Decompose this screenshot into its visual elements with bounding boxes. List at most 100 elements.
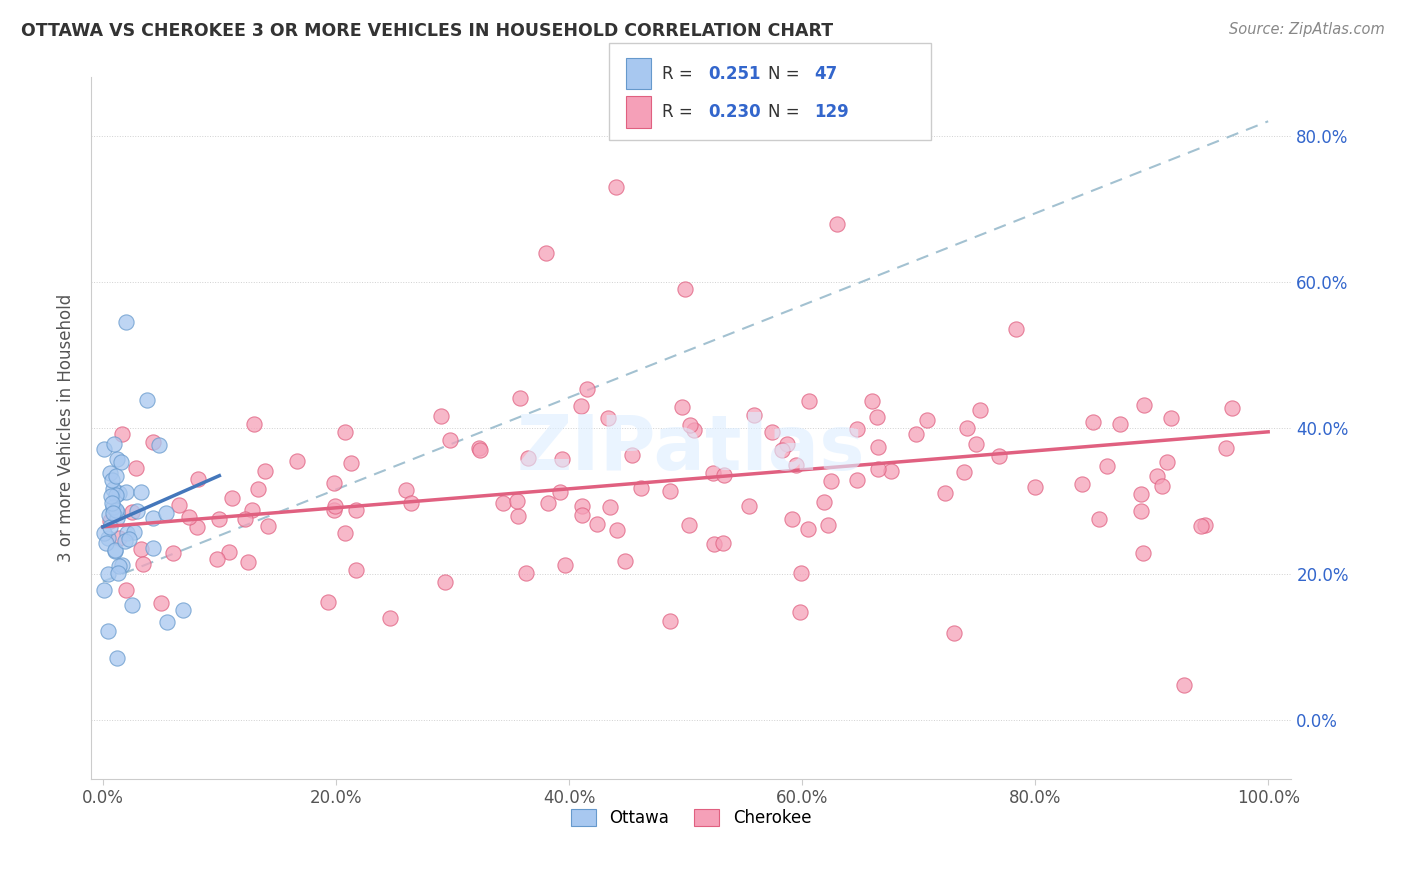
Point xyxy=(585,516,607,531)
Point xyxy=(323,475,346,490)
Point xyxy=(100,514,122,528)
Point xyxy=(820,474,842,488)
Point xyxy=(846,422,869,436)
Point xyxy=(825,217,848,231)
Point xyxy=(860,393,883,408)
Point xyxy=(172,603,194,617)
Point xyxy=(101,482,124,496)
Point xyxy=(630,481,652,495)
Point xyxy=(596,411,619,425)
Point xyxy=(1173,678,1195,692)
Point xyxy=(551,452,574,467)
Point xyxy=(101,500,124,515)
Point xyxy=(108,485,131,500)
Point xyxy=(111,558,134,572)
Point xyxy=(508,508,530,523)
Point xyxy=(236,555,259,569)
Point xyxy=(98,519,121,533)
Point xyxy=(97,624,120,638)
Point xyxy=(516,450,538,465)
Point xyxy=(243,417,266,431)
Point xyxy=(399,496,422,510)
Point xyxy=(107,531,129,545)
Point xyxy=(125,504,148,518)
Point xyxy=(142,541,165,556)
Point xyxy=(115,484,138,499)
Point xyxy=(548,484,571,499)
Point xyxy=(323,499,346,513)
Point xyxy=(335,526,357,541)
Point xyxy=(132,557,155,571)
Point xyxy=(534,245,557,260)
Point xyxy=(868,462,890,476)
Point xyxy=(605,180,627,194)
Point xyxy=(167,498,190,512)
Point xyxy=(142,510,165,524)
Point xyxy=(789,566,811,580)
Point xyxy=(129,484,152,499)
Point xyxy=(1150,479,1173,493)
Point xyxy=(785,458,807,473)
Point xyxy=(468,441,491,455)
Point xyxy=(433,574,456,589)
Point xyxy=(770,443,793,458)
Point xyxy=(658,484,681,499)
Point xyxy=(1194,518,1216,533)
Point xyxy=(333,425,356,440)
Text: N =: N = xyxy=(768,103,804,121)
Point xyxy=(322,503,344,517)
Point xyxy=(346,503,368,517)
Point xyxy=(103,437,125,451)
Point xyxy=(105,488,128,502)
Point xyxy=(789,605,811,619)
Point xyxy=(101,473,124,487)
Point xyxy=(156,615,179,629)
Point xyxy=(340,457,363,471)
Point xyxy=(240,503,263,517)
Point xyxy=(776,437,799,451)
Point xyxy=(110,455,132,469)
Point xyxy=(108,559,131,574)
Point xyxy=(799,394,821,409)
Point xyxy=(606,524,628,538)
Point xyxy=(571,500,593,514)
Point xyxy=(678,517,700,532)
Point xyxy=(515,566,537,580)
Point xyxy=(1220,401,1243,416)
Text: R =: R = xyxy=(662,103,699,121)
Text: ZIPatlas: ZIPatlas xyxy=(517,412,866,486)
Point xyxy=(866,440,889,454)
Point xyxy=(679,418,702,433)
Point xyxy=(988,449,1011,463)
Point xyxy=(702,467,724,481)
Point xyxy=(1087,512,1109,526)
Point xyxy=(98,466,121,480)
Point xyxy=(162,545,184,559)
Point xyxy=(179,509,201,524)
Point xyxy=(142,434,165,449)
Point xyxy=(817,518,839,533)
Point xyxy=(1215,441,1237,455)
Point xyxy=(114,582,136,597)
Point xyxy=(468,443,491,458)
Point xyxy=(599,500,621,515)
Point xyxy=(105,510,128,524)
Point xyxy=(659,615,682,629)
Point xyxy=(1024,480,1046,494)
Point xyxy=(124,461,146,475)
Point xyxy=(671,400,693,414)
Point xyxy=(207,512,229,526)
Point xyxy=(953,465,976,479)
Point xyxy=(614,554,637,568)
Point xyxy=(233,512,256,526)
Point xyxy=(218,545,240,559)
Point xyxy=(866,409,889,424)
Legend: Ottawa, Cherokee: Ottawa, Cherokee xyxy=(565,802,818,834)
Point xyxy=(121,505,143,519)
Point xyxy=(105,451,128,466)
Point xyxy=(429,409,451,424)
Point xyxy=(683,424,706,438)
Point xyxy=(93,582,115,597)
Point xyxy=(111,426,134,441)
Point xyxy=(107,566,129,581)
